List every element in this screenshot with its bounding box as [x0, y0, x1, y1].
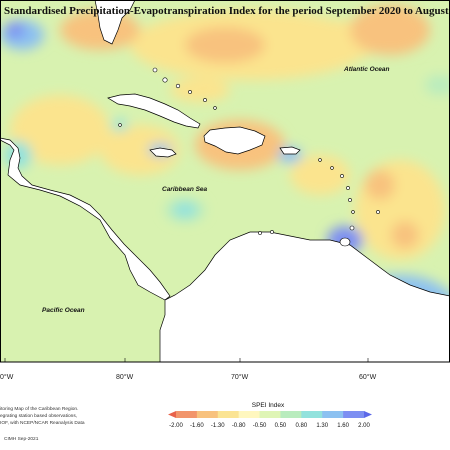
legend-arrow-high — [364, 411, 372, 418]
bahamas-island — [188, 90, 192, 94]
legend-tick-label: -2.00 — [169, 423, 183, 429]
wet-area-northeast-edge — [425, 75, 450, 95]
legend-arrow-low — [168, 411, 176, 418]
legend-tick-label: -0.50 — [253, 423, 267, 429]
antilles-island — [346, 186, 350, 190]
legend-tick-label: 2.00 — [358, 423, 370, 429]
jamaica-land — [149, 147, 177, 158]
legend-color-segment — [343, 411, 365, 418]
trinidad-island — [339, 237, 351, 247]
wet-core-northwest — [5, 22, 25, 38]
legend-tick-label: 0.80 — [295, 423, 307, 429]
bahamas-island — [203, 98, 207, 102]
puerto-rico-land — [279, 146, 301, 155]
legend-tick-label: -1.60 — [190, 423, 204, 429]
longitude-label: 0°W — [0, 373, 14, 381]
credit-text: CIMH Sep-2021 — [4, 436, 39, 442]
legend-tick-label: 1.60 — [337, 423, 349, 429]
note-line: IOF, with NCEP/NCAR Reanalysis Data — [0, 420, 85, 426]
legend-color-segment — [280, 411, 302, 418]
legend-title: SPEI Index — [252, 402, 285, 409]
legend-tick-label: -0.80 — [232, 423, 246, 429]
legend-color-segment — [259, 411, 281, 418]
legend-color-segment — [238, 411, 260, 418]
antilles-island — [330, 166, 334, 170]
dry-area-far-northeast — [350, 5, 430, 55]
bahamas-island — [175, 83, 181, 89]
spei-legend: SPEI Index -2.00 -1.60 -1.30 -0.80 -0.50 0.50… — [168, 402, 372, 429]
cuba-land — [107, 93, 201, 129]
longitude-label: 70°W — [231, 373, 249, 381]
antilles-island — [348, 198, 352, 202]
turks-island — [213, 106, 217, 110]
legend-tick-label: -1.30 — [211, 423, 225, 429]
grenada-island — [349, 225, 355, 231]
legend-color-segment — [301, 411, 323, 418]
note-line: itoring Map of the Caribbean Region. — [0, 406, 78, 412]
note-line: egrating station based observations, — [0, 413, 77, 419]
legend-color-segment — [217, 411, 239, 418]
legend-colorbar — [168, 411, 372, 418]
longitude-ticks — [4, 358, 369, 362]
legend-color-segment — [176, 411, 198, 418]
dry-area-cayman — [100, 125, 180, 175]
longitude-label: 60°W — [359, 373, 377, 381]
legend-color-segment — [322, 411, 344, 418]
hispaniola-land — [203, 126, 266, 155]
longitude-label: 80°W — [116, 373, 134, 381]
legend-tick-label: 0.50 — [275, 423, 287, 429]
dry-area-bahamas — [170, 78, 230, 102]
cayman-island — [118, 123, 122, 127]
legend-color-segment — [196, 411, 219, 418]
atlantic-ocean-label: Atlantic Ocean — [343, 66, 390, 73]
bahamas-island — [162, 77, 168, 83]
legend-tick-label: 1.30 — [316, 423, 328, 429]
barbados-island — [376, 210, 380, 214]
dry-area-lesser-antilles — [290, 155, 350, 195]
wet-core-central-caribbean — [173, 202, 197, 218]
florida-land — [94, 0, 136, 45]
dry-core-east-atlantic — [365, 170, 395, 200]
map-notes: itoring Map of the Caribbean Region. egr… — [0, 406, 85, 442]
small-islands — [118, 67, 380, 247]
map-title: Standardised Precipitation-Evapotranspir… — [4, 5, 450, 17]
antilles-island — [351, 210, 355, 214]
legend-tick-labels: -2.00 -1.60 -1.30 -0.80 -0.50 0.50 0.80 1.30 1.6… — [169, 423, 370, 429]
spei-field — [0, 0, 450, 362]
aruba-island — [258, 231, 262, 235]
dry-core-north-atlantic — [185, 27, 265, 63]
central-america-land — [0, 137, 171, 301]
caribbean-sea-label: Caribbean Sea — [162, 186, 208, 193]
curacao-island — [270, 230, 274, 234]
dry-core-southeast — [391, 221, 419, 249]
dry-area-yucatan — [10, 95, 110, 165]
land-masses — [0, 0, 450, 362]
antilles-island — [340, 174, 344, 178]
pacific-ocean-label: Pacific Ocean — [42, 307, 85, 314]
bahamas-island — [152, 67, 158, 73]
antilles-island — [318, 158, 322, 162]
